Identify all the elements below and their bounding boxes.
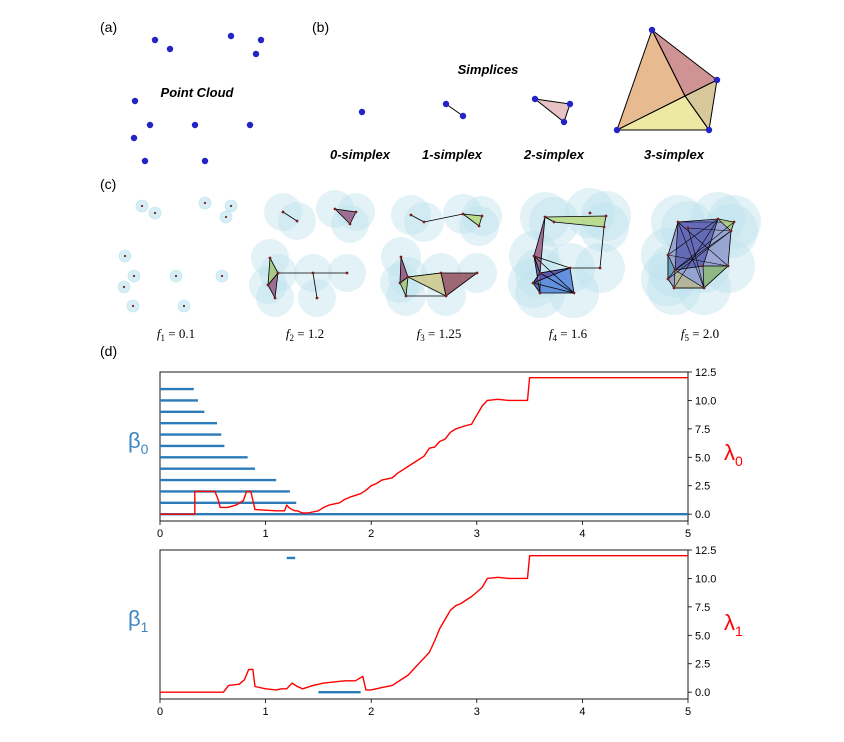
point	[131, 97, 139, 105]
point	[130, 134, 138, 142]
betti-1-chart: 0 1 2 3 4 5 0.0 2.5 5.0 7.5 10.0 12.5	[157, 545, 716, 718]
plot-frame	[159, 549, 689, 700]
y-tick-label: 5.0	[695, 630, 710, 642]
lambda-1-label: λ1	[724, 610, 743, 639]
vertex	[442, 100, 450, 108]
filtration-label-1: f1 = 0.1	[157, 326, 195, 343]
plot-frame	[159, 371, 689, 522]
edge	[684, 95, 710, 131]
simplex-label-3: 3-simplex	[644, 147, 705, 162]
vertex	[459, 112, 467, 120]
point	[252, 50, 260, 58]
vertex	[713, 76, 721, 84]
y-tick-label: 12.5	[695, 367, 716, 379]
x-tick-label: 3	[474, 706, 480, 718]
filtration-stage-3	[380, 194, 502, 316]
x-tick-label: 1	[263, 528, 269, 540]
vertex	[560, 118, 568, 126]
edge	[651, 29, 686, 97]
y-tick-label: 2.5	[695, 659, 710, 671]
simplex-label-0: 0-simplex	[330, 147, 391, 162]
three-simplex	[613, 26, 721, 134]
filtration-stage-1	[117, 196, 238, 313]
y-tick-label: 10.0	[695, 395, 716, 407]
two-simplex	[531, 95, 574, 126]
y-tick-label: 7.5	[695, 602, 710, 614]
x-tick-label: 3	[474, 528, 480, 540]
x-tick-label: 5	[685, 706, 691, 718]
filtration-label-2: f2 = 1.2	[286, 326, 324, 343]
vertex	[566, 100, 574, 108]
betti-0-chart: 0 1 2 3 4 5 0.0 2.5 5.0 7.5 10.0 12.5	[157, 367, 716, 540]
panel-b-label: (b)	[312, 19, 329, 35]
point	[151, 36, 159, 44]
lambda-0-label: λ0	[724, 440, 743, 469]
y-tick-label: 0.0	[695, 687, 710, 699]
y-tick-label: 2.5	[695, 481, 710, 493]
x-tick-label: 1	[263, 706, 269, 718]
filtration-label-5: f5 = 2.0	[681, 326, 719, 343]
point	[166, 45, 174, 53]
simplex-label-2: 2-simplex	[523, 147, 585, 162]
vertex	[705, 126, 713, 134]
lambda-line	[160, 555, 688, 693]
filtration-stage-4	[508, 188, 631, 318]
panel-d-label: (d)	[100, 343, 117, 359]
x-tick-label: 2	[368, 528, 374, 540]
y-tick-label: 7.5	[695, 424, 710, 436]
x-tick-label: 0	[157, 706, 163, 718]
vertex	[613, 126, 621, 134]
x-tick-label: 4	[579, 528, 585, 540]
panel-c-label: (c)	[100, 176, 116, 192]
edge	[616, 95, 686, 131]
point	[257, 36, 265, 44]
x-tick-label: 0	[157, 528, 163, 540]
simplex-label-1: 1-simplex	[422, 147, 483, 162]
one-simplex	[442, 100, 467, 120]
point-cloud-title: Point Cloud	[161, 85, 235, 100]
vertex	[358, 108, 366, 116]
filtration-label-3: f3 = 1.25	[417, 326, 462, 343]
point	[141, 157, 149, 165]
lambda-line	[160, 377, 688, 515]
point	[146, 121, 154, 129]
point	[227, 32, 235, 40]
vertex	[648, 26, 656, 34]
point	[246, 121, 254, 129]
filtration-stage-2	[249, 190, 375, 317]
y-tick-label: 10.0	[695, 573, 716, 585]
x-tick-label: 2	[368, 706, 374, 718]
point	[201, 157, 209, 165]
filtration-stage-5	[641, 192, 761, 315]
beta-1-label: β1	[128, 606, 149, 635]
edge	[445, 103, 464, 117]
zero-simplex	[358, 108, 366, 116]
x-tick-label: 5	[685, 528, 691, 540]
y-tick-label: 5.0	[695, 452, 710, 464]
vertex	[531, 95, 539, 103]
point-cloud	[130, 32, 265, 165]
point	[191, 121, 199, 129]
face	[533, 98, 571, 123]
y-tick-label: 12.5	[695, 545, 716, 557]
filtration-label-4: f4 = 1.6	[549, 326, 588, 343]
beta-0-label: β0	[128, 428, 149, 457]
panel-a-label: (a)	[100, 19, 117, 35]
x-tick-label: 4	[579, 706, 585, 718]
y-tick-label: 0.0	[695, 509, 710, 521]
simplices-title: Simplices	[458, 62, 519, 77]
